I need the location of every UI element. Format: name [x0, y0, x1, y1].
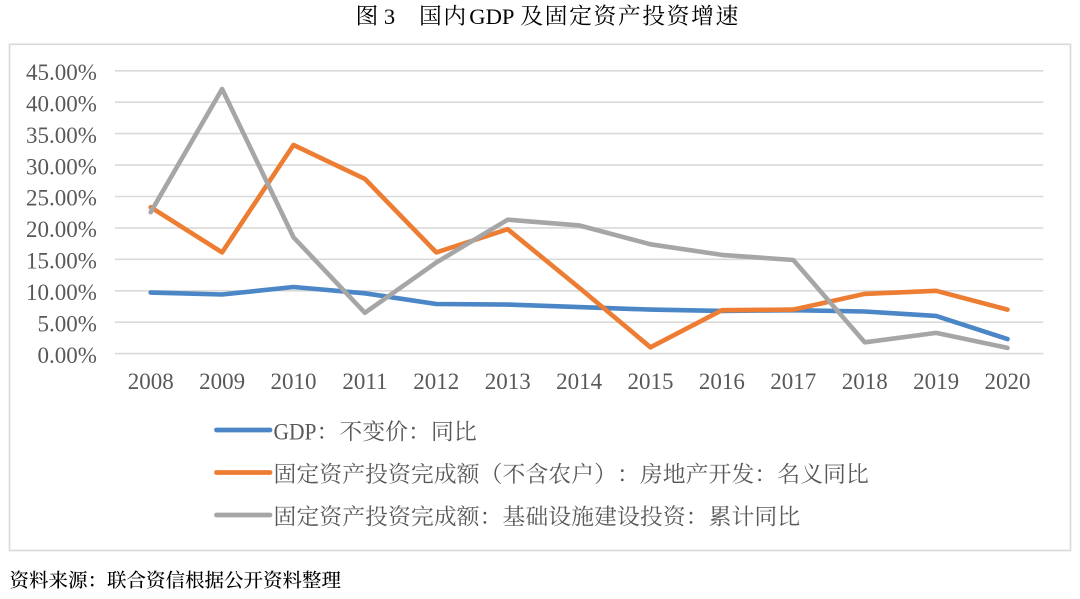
- svg-text:GDP: GDP: [469, 4, 514, 29]
- svg-text:2008: 2008: [128, 369, 174, 394]
- svg-text:30.00%: 30.00%: [26, 154, 97, 179]
- svg-text:2016: 2016: [699, 369, 745, 394]
- svg-text:2019: 2019: [913, 369, 959, 394]
- svg-text:2011: 2011: [342, 369, 387, 394]
- svg-text:20.00%: 20.00%: [26, 217, 97, 242]
- svg-text:2012: 2012: [413, 369, 459, 394]
- svg-text:2014: 2014: [556, 369, 603, 394]
- svg-text:45.00%: 45.00%: [26, 60, 97, 85]
- svg-text:25.00%: 25.00%: [26, 186, 97, 211]
- svg-text:3: 3: [384, 4, 395, 29]
- svg-text:40.00%: 40.00%: [26, 91, 97, 116]
- svg-text:10.00%: 10.00%: [26, 280, 97, 305]
- svg-text:15.00%: 15.00%: [26, 249, 97, 274]
- svg-text:2015: 2015: [628, 369, 674, 394]
- svg-text:2017: 2017: [770, 369, 816, 394]
- svg-text:2013: 2013: [485, 369, 531, 394]
- svg-text:35.00%: 35.00%: [26, 123, 97, 148]
- svg-text:5.00%: 5.00%: [37, 311, 96, 336]
- svg-text:2010: 2010: [271, 369, 317, 394]
- svg-text:2018: 2018: [842, 369, 888, 394]
- svg-text:0.00%: 0.00%: [37, 343, 96, 368]
- svg-text:2020: 2020: [985, 369, 1031, 394]
- svg-text:2009: 2009: [199, 369, 245, 394]
- svg-text:GDP: GDP: [274, 420, 317, 445]
